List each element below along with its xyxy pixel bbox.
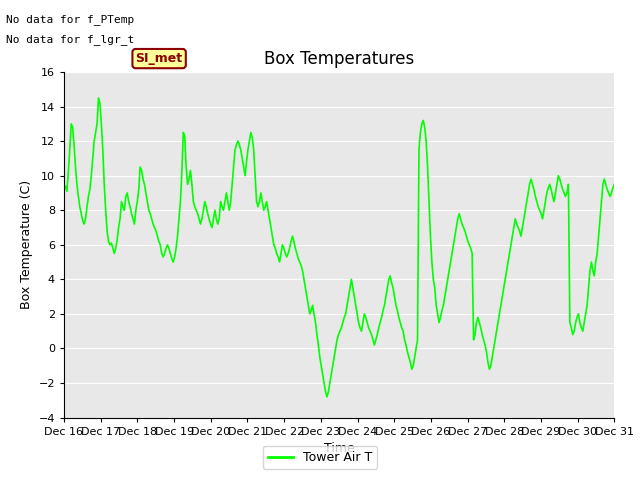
Legend: Tower Air T: Tower Air T — [263, 446, 377, 469]
Title: Box Temperatures: Box Temperatures — [264, 49, 414, 68]
Y-axis label: Box Temperature (C): Box Temperature (C) — [20, 180, 33, 310]
X-axis label: Time: Time — [324, 442, 355, 455]
Text: SI_met: SI_met — [136, 52, 182, 65]
Text: No data for f_lgr_t: No data for f_lgr_t — [6, 34, 134, 45]
Text: No data for f_PTemp: No data for f_PTemp — [6, 14, 134, 25]
